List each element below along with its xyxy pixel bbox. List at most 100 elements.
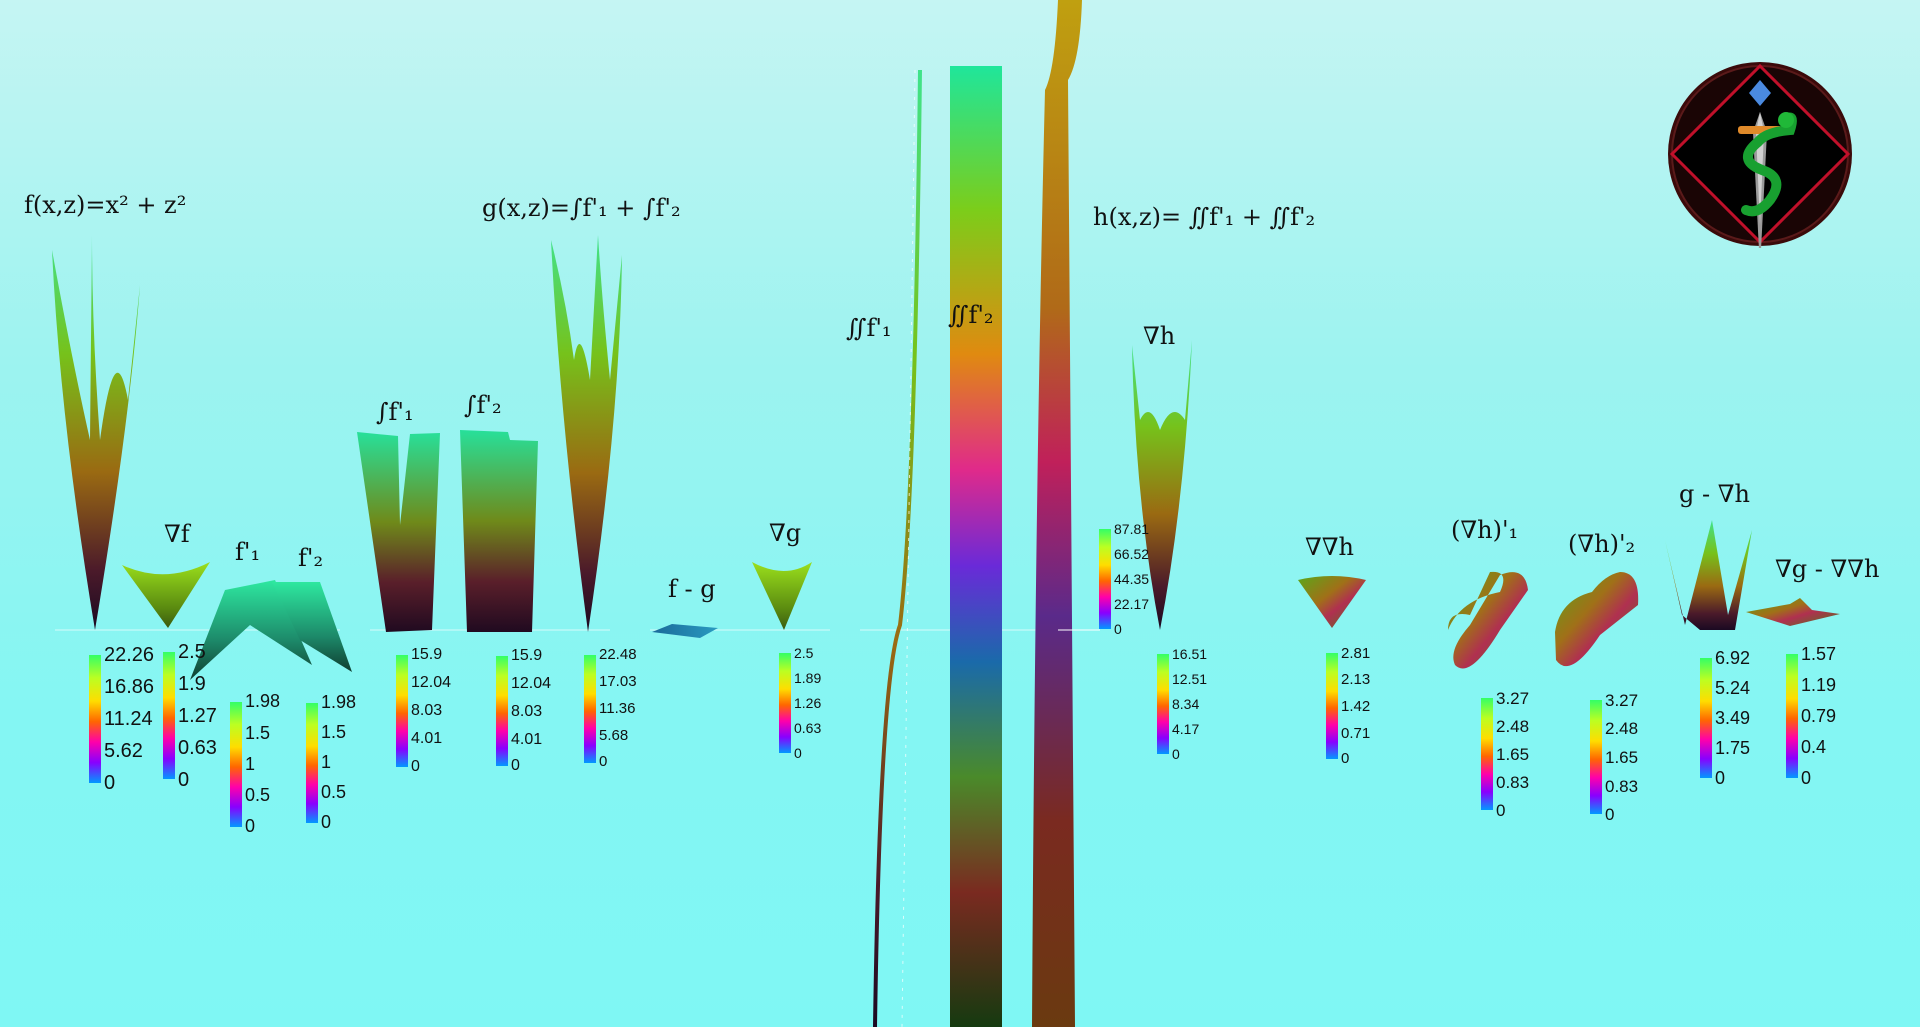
colorbar-tick: 0 [1114,621,1122,637]
colorbar-tick: 8.34 [1172,696,1200,712]
surface-dint-f1 [873,69,922,1027]
label-f-minus-g: f - g [668,575,716,603]
colorbar-tick: 4.17 [1172,721,1200,737]
surface-grad-grad-h [1298,576,1366,628]
colorbar-tick: 3.49 [1715,708,1751,728]
label-grad-g-minus-gradgrad-h: ∇g - ∇∇h [1775,555,1880,583]
colorbar-tick: 0.63 [794,720,822,736]
colorbar-tick: 1.57 [1801,644,1837,664]
label-grad-h: ∇h [1143,322,1176,350]
colorbar-tick: 4.01 [511,731,543,748]
colorbar-tick: 1.65 [1605,748,1639,767]
colorbar-tick: 0 [1341,750,1350,767]
surface-f1 [190,580,312,680]
colorbar-tick: 1.75 [1715,738,1751,758]
colorbar-tick: 0.71 [1341,725,1371,742]
surface-grad-h-1 [1448,571,1528,669]
label-grad-f: ∇f [164,520,190,548]
label-int-f2: ∫f'₂ [464,391,502,419]
colorbar-tick: 1.19 [1801,675,1837,695]
colorbar-tick: 1.26 [794,695,822,711]
colorbar-tick: 1.5 [321,722,347,742]
colorbar-tick: 5.62 [104,740,143,762]
colorbar-tick: 2.13 [1341,671,1371,688]
colorbar-tick: 1.42 [1341,698,1371,715]
logo-emblem [1668,62,1852,248]
surface-dint-f2 [950,66,1002,1027]
colorbar-tick: 0 [1172,746,1180,762]
colorbar-tick: 1.89 [794,670,822,686]
surface-f [52,235,140,630]
colorbar-tick: 2.48 [1496,717,1530,736]
colorbar-tick: 12.04 [511,675,552,692]
surface-grad-g-minus-gradgrad-h [1746,598,1840,626]
colorbar-tick: 0.63 [178,737,217,759]
colorbar-tick: 22.48 [599,646,637,663]
colorbar-tick: 1.9 [178,673,206,695]
label-g-minus-grad-h: g - ∇h [1679,480,1750,508]
colorbar-tick: 0 [1715,768,1726,788]
colorbar-tick: 3.27 [1605,691,1639,710]
colorbar-gradient [1590,700,1602,814]
colorbar-tick: 3.27 [1496,689,1530,708]
label-grad-h-2: (∇h)'₂ [1568,530,1636,558]
colorbar-gradient [496,656,508,766]
colorbar-tick: 1.5 [245,723,271,743]
colorbar-tick: 0.79 [1801,706,1837,726]
colorbar-tick: 0 [411,758,420,775]
colorbar-tick: 0.83 [1496,773,1530,792]
colorbar-tick: 0 [1605,805,1615,824]
colorbar-gradient [1786,654,1798,778]
colorbar-gradient [89,655,101,783]
label-grad-grad-h: ∇∇h [1305,533,1354,561]
colorbar-tick: 22.26 [104,644,155,666]
colorbar-tick: 44.35 [1114,571,1150,587]
colorbar-tick: 2.5 [794,645,814,661]
colorbar-gradient [230,702,242,827]
colorbar-tick: 1.98 [321,692,357,712]
colorbar-tick: 0 [104,772,116,794]
colorbar-tick: 2.5 [178,641,206,663]
colorbar-gradient [1099,529,1111,629]
surface-grad-f [122,562,210,628]
colorbar-gradient [163,652,175,779]
label-grad-g: ∇g [769,519,802,547]
colorbar-tick: 17.03 [599,673,637,690]
colorbar-tick: 0 [511,757,520,774]
label-g: g(x,z)=∫f'₁ + ∫f'₂ [482,194,681,222]
colorbar-gradient [1157,654,1169,754]
surface-h [1032,0,1082,1027]
colorbar-tick: 0 [245,816,256,836]
colorbar-tick: 12.51 [1172,671,1208,687]
colorbar-tick: 1 [245,754,256,774]
colorbar-tick: 8.03 [511,703,543,720]
colorbar-tick: 0 [794,745,802,761]
surface-f-minus-g [652,624,718,638]
surface-int-f1 [357,432,440,632]
colorbar-tick: 15.9 [411,646,443,663]
colorbar-tick: 1.65 [1496,745,1530,764]
colorbar-tick: 15.9 [511,647,543,664]
surface-g [551,235,622,632]
colorbar-tick: 5.68 [599,727,629,744]
colorbar-tick: 0 [599,753,608,770]
axis-dint-f1 [901,69,916,1027]
colorbar-tick: 0.4 [1801,737,1827,757]
colorbar-tick: 6.92 [1715,648,1751,668]
surface-g-minus-grad-h [1665,520,1752,630]
colorbar-tick: 11.24 [104,708,153,730]
colorbar-tick: 1.98 [245,691,281,711]
colorbar-tick: 5.24 [1715,678,1751,698]
colorbar-tick: 2.48 [1605,719,1639,738]
colorbar-gradient [1700,658,1712,778]
label-int-f1: ∫f'₁ [376,398,414,426]
colorbar-tick: 8.03 [411,702,443,719]
label-dint-f1: ∬f'₁ [846,314,892,342]
colorbar-tick: 0 [321,812,332,832]
surface-int-f2 [460,430,538,632]
label-f1: f'₁ [235,538,261,566]
label-f: f(x,z)=x² + z² [24,191,187,219]
colorbar-tick: 0.5 [245,785,271,805]
colorbar-tick: 87.81 [1114,521,1150,537]
